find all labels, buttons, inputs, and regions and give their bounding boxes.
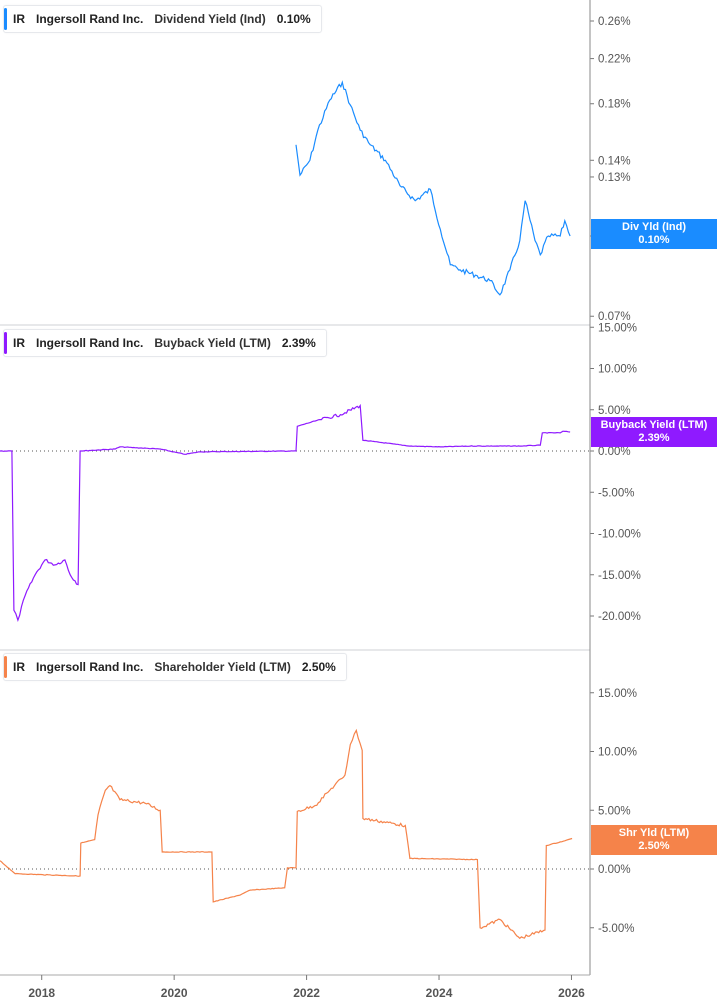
legend-metric: Buyback Yield (LTM)	[154, 336, 271, 350]
x-tick-label: 2022	[293, 986, 320, 1000]
legend-metric: Shareholder Yield (LTM)	[154, 660, 291, 674]
legend-metric: Dividend Yield (Ind)	[154, 12, 266, 26]
series-line-shareholder-yield-ltm-	[0, 728, 573, 940]
x-tick-label: 2024	[426, 986, 453, 1000]
series-color-bar	[4, 656, 7, 678]
legend-ticker: IR	[13, 660, 25, 674]
series-line-dividend-yield-ind-	[295, 80, 571, 296]
y-tick-label: 15.00%	[598, 322, 637, 334]
y-tick-label: 0.00%	[598, 864, 631, 876]
tag-label: Div Yld (Ind)	[622, 221, 686, 233]
value-tag-dividend-yield: Div Yld (Ind) 0.10%	[591, 219, 717, 249]
legend-shareholder-yield: IR Ingersoll Rand Inc. Shareholder Yield…	[3, 653, 347, 681]
legend-dividend-yield: IR Ingersoll Rand Inc. Dividend Yield (I…	[3, 5, 322, 33]
y-tick-label: 0.00%	[598, 446, 631, 458]
y-tick-label: 5.00%	[598, 405, 631, 417]
y-tick-label: 0.22%	[598, 54, 631, 66]
legend-company: Ingersoll Rand Inc.	[36, 12, 144, 26]
tag-label: Shr Yld (LTM)	[618, 827, 690, 839]
y-tick-label: -15.00%	[598, 570, 641, 582]
tag-label: Buyback Yield (LTM)	[600, 419, 708, 431]
x-tick-label: 2018	[28, 986, 55, 1000]
y-tick-label: 15.00%	[598, 688, 637, 700]
series-color-bar	[4, 8, 7, 30]
legend-company: Ingersoll Rand Inc.	[36, 660, 144, 674]
tag-value: 0.10%	[638, 234, 670, 246]
x-tick-label: 2020	[161, 986, 188, 1000]
series-color-bar	[4, 332, 7, 354]
y-tick-label: 0.07%	[598, 311, 631, 323]
legend-value: 2.50%	[301, 660, 336, 674]
tag-value: 2.39%	[638, 432, 670, 444]
y-tick-label: 0.13%	[598, 172, 631, 184]
y-tick-label: -10.00%	[598, 529, 641, 541]
series-line-buyback-yield-ltm-	[0, 403, 571, 622]
tag-value: 2.50%	[638, 840, 670, 852]
y-tick-label: -20.00%	[598, 611, 641, 623]
y-tick-label: 10.00%	[598, 364, 637, 376]
legend-ticker: IR	[13, 12, 25, 26]
x-tick-label: 2026	[558, 986, 585, 1000]
legend-company: Ingersoll Rand Inc.	[36, 336, 144, 350]
value-tag-buyback-yield: Buyback Yield (LTM) 2.39%	[591, 417, 717, 447]
y-tick-label: 10.00%	[598, 747, 637, 759]
legend-value: 0.10%	[276, 12, 311, 26]
y-tick-label: 0.18%	[598, 99, 631, 111]
value-tag-shareholder-yield: Shr Yld (LTM) 2.50%	[591, 825, 717, 855]
legend-buyback-yield: IR Ingersoll Rand Inc. Buyback Yield (LT…	[3, 329, 327, 357]
y-tick-label: -5.00%	[598, 487, 634, 499]
legend-ticker: IR	[13, 336, 25, 350]
y-tick-label: 0.26%	[598, 16, 631, 28]
legend-value: 2.39%	[281, 336, 316, 350]
y-tick-label: 0.14%	[598, 155, 631, 167]
y-tick-label: 5.00%	[598, 805, 631, 817]
y-tick-label: -5.00%	[598, 923, 634, 935]
